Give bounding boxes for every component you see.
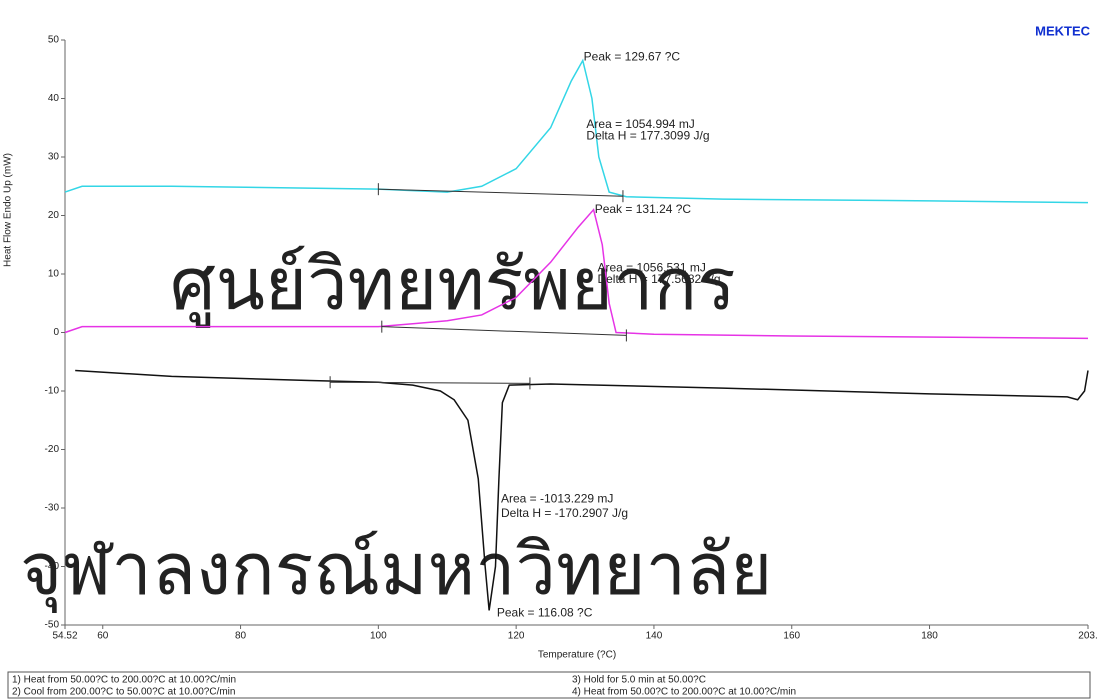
method-step: 4) Heat from 50.00?C to 200.00?C at 10.0… xyxy=(572,687,796,698)
x-tick-label: 54.52 xyxy=(52,631,77,642)
annotation: Delta H = 177.3099 J/g xyxy=(586,129,709,143)
x-tick-label: 140 xyxy=(646,631,663,642)
x-tick-label: 80 xyxy=(235,631,247,642)
annotation: Delta H = -170.2907 J/g xyxy=(501,506,628,520)
watermark: ศูนย์วิทยทรัพยากร xyxy=(170,245,736,328)
annotation: Peak = 131.24 ?C xyxy=(595,202,692,216)
annotation: Area = 1056.531 mJ xyxy=(597,260,705,274)
y-tick-label: 0 xyxy=(53,327,59,338)
y-tick-label: 20 xyxy=(48,210,60,221)
annotation: Peak = 116.08 ?C xyxy=(497,605,593,619)
x-tick-label: 160 xyxy=(783,631,800,642)
x-tick-label: 180 xyxy=(921,631,938,642)
x-tick-label: 60 xyxy=(97,631,109,642)
annotation: Delta H = 177.5682 J/g xyxy=(597,272,720,286)
baseline xyxy=(330,381,530,384)
y-tick-label: 10 xyxy=(48,269,60,280)
annotation: Area = 1054.994 mJ xyxy=(586,117,694,131)
method-box xyxy=(7,671,1091,699)
baseline xyxy=(378,188,623,197)
brand: MEKTEC xyxy=(1035,23,1091,38)
method-step: 1) Heat from 50.00?C to 200.00?C at 10.0… xyxy=(12,675,236,686)
x-axis-label: Temperature (?C) xyxy=(538,650,616,661)
y-axis-label: Heat Flow Endo Up (mW) xyxy=(3,153,14,267)
method-step: 2) Cool from 200.00?C to 50.00?C at 10.0… xyxy=(12,687,235,698)
x-tick-label: 203. xyxy=(1078,631,1097,642)
baseline xyxy=(381,326,627,336)
y-tick-label: 30 xyxy=(48,152,60,163)
annotation: Area = -1013.229 mJ xyxy=(501,491,613,505)
curve xyxy=(64,208,1089,340)
y-tick-label: -10 xyxy=(45,386,60,397)
y-tick-label: 50 xyxy=(48,35,60,46)
y-tick-label: -20 xyxy=(45,444,60,455)
method-step: 3) Hold for 5.0 min at 50.00?C xyxy=(572,675,706,686)
y-tick-label: -50 xyxy=(45,620,60,631)
x-tick-label: 120 xyxy=(508,631,525,642)
x-tick-label: 100 xyxy=(370,631,387,642)
curve xyxy=(75,369,1089,611)
y-tick-label: -30 xyxy=(45,503,60,514)
y-tick-label: 40 xyxy=(48,93,60,104)
curve xyxy=(64,58,1089,204)
annotation: Peak = 129.67 ?C xyxy=(584,50,681,64)
y-tick-label: -40 xyxy=(45,561,60,572)
watermark: จุฬาลงกรณ์มหาวิทยาลัย xyxy=(20,530,772,613)
